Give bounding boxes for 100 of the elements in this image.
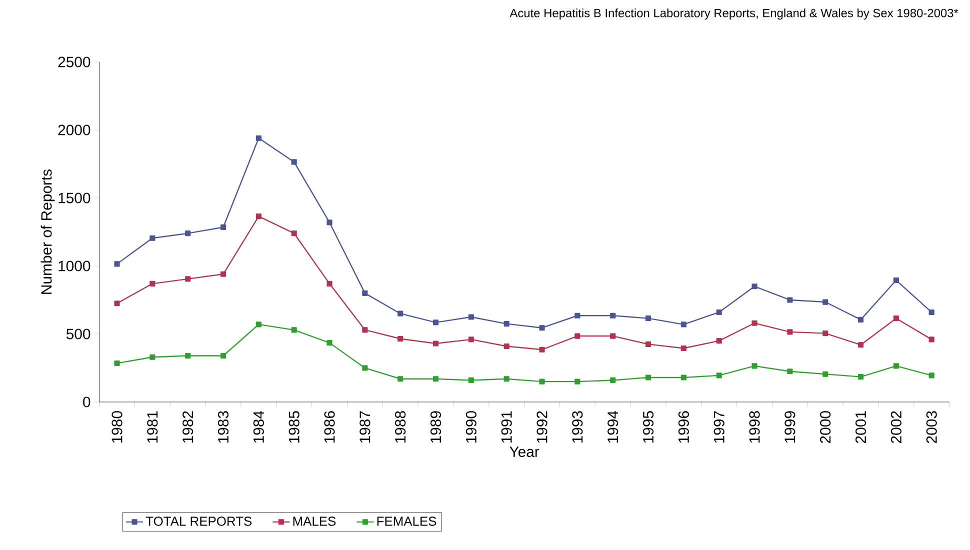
point xyxy=(752,320,758,326)
chart-title: Acute Hepatitis B Infection Laboratory Reports, England & Wales by Sex 1980-2003* xyxy=(510,8,958,20)
point xyxy=(680,322,686,328)
point xyxy=(928,309,934,316)
point xyxy=(752,363,758,369)
point xyxy=(220,271,226,277)
point xyxy=(326,220,332,226)
point xyxy=(468,377,474,384)
point xyxy=(752,284,758,290)
x-tick-label: 1981 xyxy=(147,411,158,443)
point xyxy=(362,327,368,333)
point xyxy=(574,312,580,318)
point xyxy=(398,336,404,342)
point xyxy=(256,322,262,328)
legend-label: FEMALES xyxy=(377,516,436,526)
x-tick-label: 1983 xyxy=(218,411,229,443)
point xyxy=(150,235,156,241)
x-tick-label: 2001 xyxy=(855,411,866,443)
point xyxy=(256,135,262,141)
y-tick-label: 2500 xyxy=(58,56,90,68)
point xyxy=(787,368,793,374)
point xyxy=(114,300,120,306)
point xyxy=(468,336,474,342)
x-tick-label: 1989 xyxy=(430,411,442,443)
point xyxy=(574,333,580,339)
point xyxy=(574,378,580,384)
point xyxy=(539,378,545,384)
x-tick-label: 1994 xyxy=(608,410,618,443)
x-tick-label: 1982 xyxy=(182,411,194,443)
legend-label: MALES xyxy=(293,516,336,526)
point xyxy=(645,374,652,380)
point xyxy=(504,376,510,382)
x-tick-label: 2002 xyxy=(890,411,902,443)
y-tick-label: 1500 xyxy=(58,192,90,204)
point xyxy=(610,333,616,339)
point xyxy=(893,363,899,369)
point xyxy=(291,159,297,165)
x-tick-label: 1987 xyxy=(360,411,370,443)
point xyxy=(398,376,404,382)
point xyxy=(787,297,793,303)
point xyxy=(610,312,616,318)
point xyxy=(291,230,297,236)
point xyxy=(185,230,191,236)
y-tick-label: 500 xyxy=(66,328,90,340)
point xyxy=(928,336,934,342)
point xyxy=(858,374,864,380)
point xyxy=(539,325,545,331)
point xyxy=(114,360,120,366)
point xyxy=(432,320,439,326)
point xyxy=(680,374,686,380)
point xyxy=(645,341,652,347)
x-tick-label: 1984 xyxy=(253,410,264,443)
point xyxy=(822,371,828,377)
y-tick-label: 1000 xyxy=(58,260,90,272)
x-tick-label: 1997 xyxy=(714,411,724,443)
point xyxy=(893,277,899,284)
legend-label: TOTAL REPORTS xyxy=(146,516,252,526)
point xyxy=(398,310,404,316)
x-tick-label: 1988 xyxy=(395,411,406,443)
point xyxy=(362,365,368,371)
x-tick-label: 1980 xyxy=(112,411,122,443)
point xyxy=(432,376,439,382)
point xyxy=(185,352,191,359)
x-tick-label: 1996 xyxy=(678,411,689,443)
point xyxy=(326,340,332,346)
point xyxy=(504,320,510,327)
x-tick-label: 2000 xyxy=(820,411,831,443)
point xyxy=(150,280,156,286)
point xyxy=(928,372,934,378)
point xyxy=(468,314,474,320)
point xyxy=(362,290,368,296)
point xyxy=(220,352,226,359)
y-axis-title: Number of Reports xyxy=(40,169,55,294)
point xyxy=(256,214,262,220)
x-tick-label: 1995 xyxy=(642,411,654,443)
point xyxy=(610,377,616,384)
point xyxy=(150,354,156,360)
point xyxy=(893,316,899,322)
point xyxy=(504,343,510,350)
point xyxy=(220,224,226,230)
x-tick-label: 1990 xyxy=(466,411,476,443)
point xyxy=(716,338,722,344)
x-tick-label: 1991 xyxy=(501,411,512,443)
point xyxy=(539,346,545,352)
x-tick-label: 1985 xyxy=(288,411,300,443)
point xyxy=(858,342,864,348)
y-tick-label: 2000 xyxy=(58,124,90,136)
x-tick-label: 1999 xyxy=(784,411,796,443)
point xyxy=(858,316,864,322)
point xyxy=(432,340,439,346)
point xyxy=(822,330,828,336)
point xyxy=(822,299,828,305)
y-tick-label: 0 xyxy=(83,396,90,408)
x-axis-title: Year xyxy=(510,446,540,458)
x-tick-label: 1992 xyxy=(536,411,548,443)
point xyxy=(645,316,652,322)
point xyxy=(787,329,793,335)
point xyxy=(680,345,686,352)
point xyxy=(114,261,120,267)
x-tick-label: 1993 xyxy=(572,411,583,443)
